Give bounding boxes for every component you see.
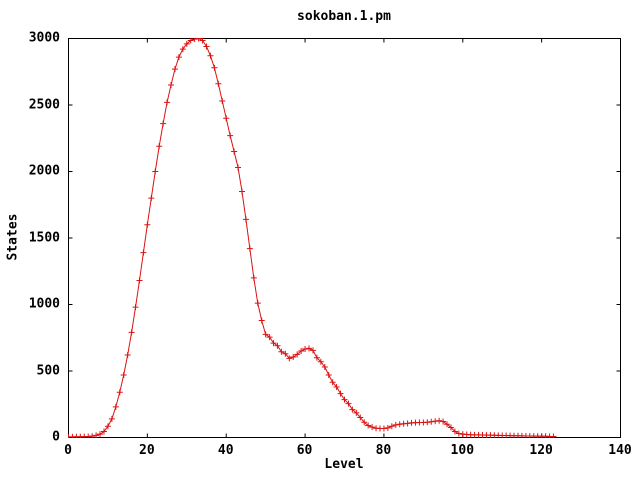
x-axis-label: Level	[324, 457, 364, 472]
y-tick-label: 2500	[28, 97, 60, 112]
x-tick-label: 80	[375, 443, 392, 458]
data-line	[68, 38, 554, 438]
y-tick-label: 500	[36, 363, 60, 378]
y-axis-label: States	[5, 213, 21, 261]
x-tick-label: 100	[450, 443, 475, 458]
y-tick-label: 0	[52, 429, 60, 445]
y-tick-label: 1000	[28, 296, 60, 312]
axis-ticks	[68, 38, 621, 438]
y-tick-label: 2000	[28, 163, 60, 179]
data-point-markers	[68, 38, 557, 438]
x-tick-label: 0	[64, 443, 72, 458]
x-tick-label: 120	[529, 443, 553, 458]
chart-title: sokoban.1.pm	[297, 9, 391, 24]
x-tick-label: 140	[608, 443, 632, 458]
plot-area	[68, 38, 621, 438]
y-tick-label: 3000	[28, 30, 60, 46]
y-tick-label: 1500	[28, 230, 60, 245]
x-tick-label: 60	[296, 443, 313, 458]
x-tick-label: 40	[217, 443, 234, 458]
plot-border	[68, 38, 621, 438]
x-tick-label: 20	[139, 443, 155, 458]
